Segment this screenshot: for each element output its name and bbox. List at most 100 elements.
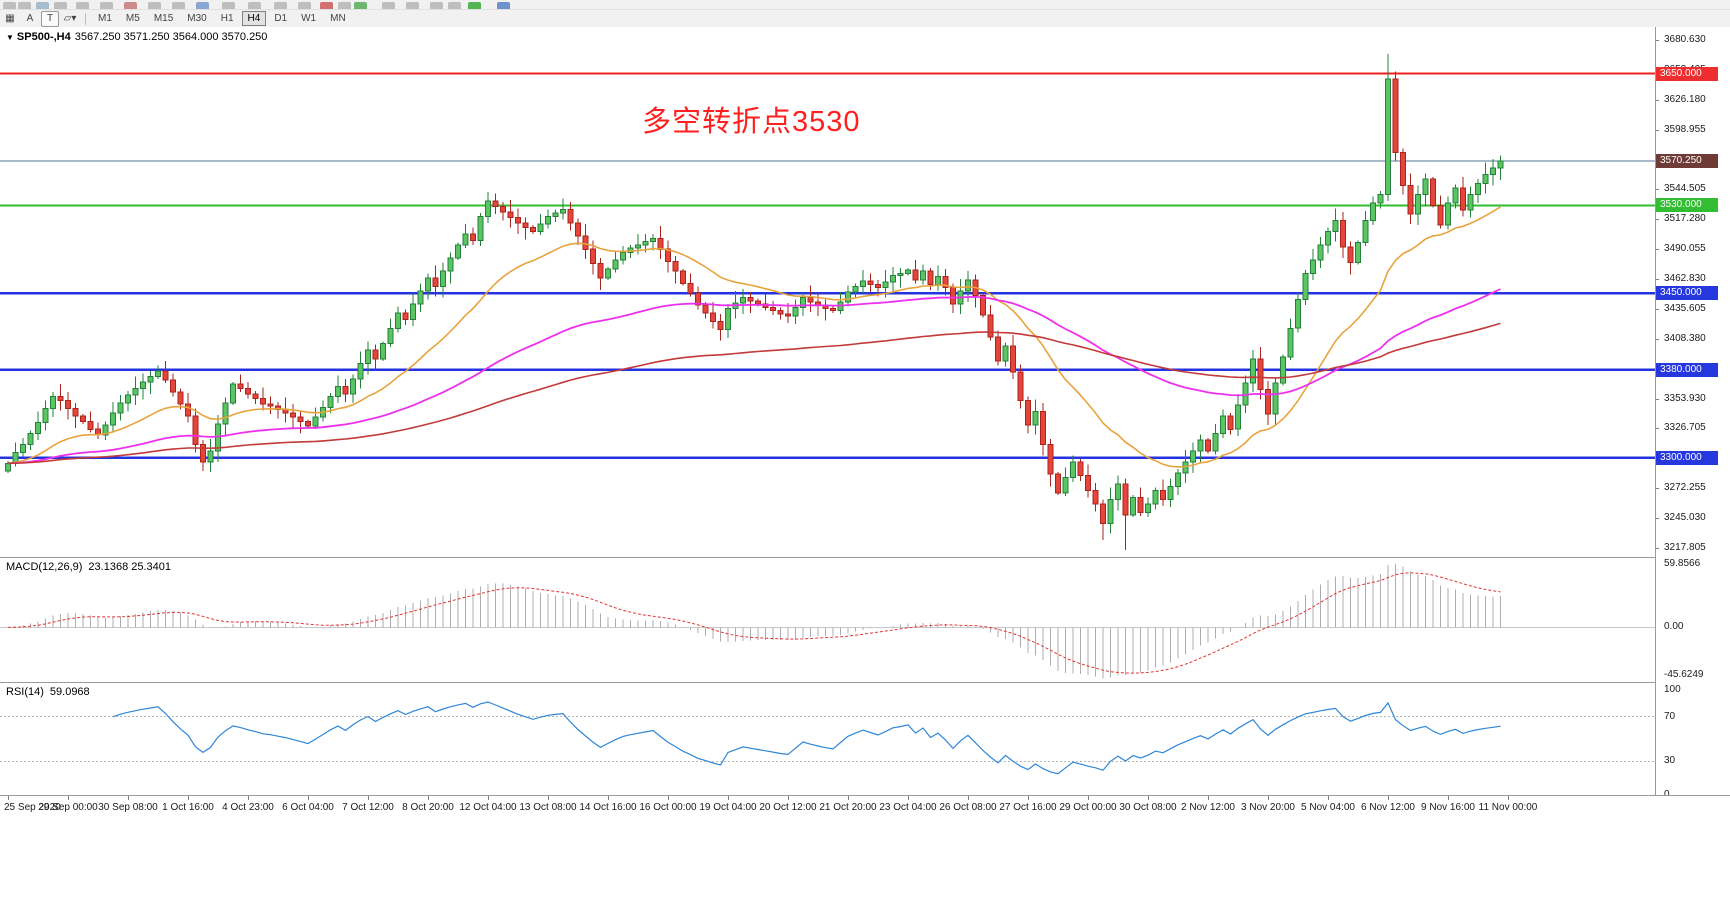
price-axis-label: 3462.830 <box>1664 273 1706 284</box>
timeframe-M30[interactable]: M30 <box>187 13 207 24</box>
clipped-toolbar-icon[interactable] <box>382 2 395 9</box>
panel-separator[interactable] <box>0 557 1730 558</box>
windows-layout-icon[interactable]: ▦ <box>5 13 15 24</box>
price-axis-tick <box>1656 100 1659 101</box>
candles <box>5 53 1504 550</box>
price-axis-label: 3490.055 <box>1664 243 1706 254</box>
clipped-toolbar-icon[interactable] <box>3 2 16 9</box>
timeframe-H4[interactable]: H4 <box>241 11 267 26</box>
time-axis-label: 30 Oct 08:00 <box>1119 802 1177 813</box>
price-axis-tick <box>1656 279 1659 280</box>
clipped-toolbar-icon[interactable] <box>54 2 67 9</box>
price-axis-tick <box>1656 219 1659 220</box>
clipped-toolbar-icon[interactable] <box>248 2 261 9</box>
moving-averages <box>7 206 1501 468</box>
time-axis-tick <box>728 796 729 800</box>
timeframe-H1[interactable]: H1 <box>220 13 234 24</box>
rsi-canvas[interactable] <box>0 683 1655 795</box>
clipped-toolbar-icon[interactable] <box>406 2 419 9</box>
time-axis-label: 25 Sep 2020 <box>4 802 61 813</box>
ma-slow-line <box>7 322 1501 465</box>
clipped-toolbar-icon[interactable] <box>448 2 461 9</box>
shapes-tool-button[interactable]: ▱ ▾ <box>61 11 79 27</box>
price-axis-tick <box>1656 249 1659 250</box>
time-axis-tick <box>968 796 969 800</box>
price-line-box: 3380.000 <box>1656 363 1718 377</box>
time-axis-tick <box>8 796 9 800</box>
collapse-icon[interactable]: ▼ <box>6 33 14 42</box>
time-axis-tick <box>608 796 609 800</box>
clipped-toolbar-icon[interactable] <box>430 2 443 9</box>
time-axis-label: 20 Oct 12:00 <box>759 802 817 813</box>
clipped-toolbar-icon[interactable] <box>338 2 351 9</box>
chart-header: ▼ SP500-,H4 3567.250 3571.250 3564.000 357… <box>6 31 267 43</box>
time-axis-tick <box>368 796 369 800</box>
rsi-value: 59.0968 <box>49 686 90 698</box>
timeframe-MN[interactable]: MN <box>330 13 346 24</box>
clipped-toolbar-icon[interactable] <box>148 2 161 9</box>
main-chart-canvas[interactable] <box>0 27 1655 557</box>
time-axis-label: 2 Nov 12:00 <box>1181 802 1235 813</box>
clipped-toolbar-icon[interactable] <box>124 2 137 9</box>
time-axis-tick <box>68 796 69 800</box>
clipped-toolbar-icon[interactable] <box>222 2 235 9</box>
clipped-toolbar-icon[interactable] <box>196 2 209 9</box>
time-axis-tick <box>488 796 489 800</box>
clipped-toolbar-icon[interactable] <box>100 2 113 9</box>
price-line-box: 3450.000 <box>1656 286 1718 300</box>
timeframe-D1[interactable]: D1 <box>274 13 288 24</box>
macd-signal-line <box>7 572 1501 674</box>
timeframe-M15[interactable]: M15 <box>153 13 174 24</box>
time-axis-tick <box>548 796 549 800</box>
cursor-tool-button[interactable]: A <box>26 13 34 24</box>
clipped-toolbar-icon[interactable] <box>76 2 89 9</box>
time-axis-label: 13 Oct 08:00 <box>519 802 577 813</box>
price-line-box: 3650.000 <box>1656 67 1718 81</box>
text-tool-button[interactable]: T <box>41 10 59 27</box>
price-axis-tick <box>1656 189 1659 190</box>
rsi-axis-label: 70 <box>1664 711 1676 722</box>
clipped-toolbar-icon[interactable] <box>36 2 49 9</box>
price-line-box: 3570.250 <box>1656 154 1718 168</box>
clipped-toolbar-icon[interactable] <box>274 2 287 9</box>
time-axis-tick <box>1388 796 1389 800</box>
time-axis-label: 19 Oct 04:00 <box>699 802 757 813</box>
time-axis-tick <box>908 796 909 800</box>
time-axis-tick <box>188 796 189 800</box>
time-axis-tick <box>1088 796 1089 800</box>
shape-icon: ▱ <box>63 13 72 24</box>
time-axis-tick <box>668 796 669 800</box>
time-axis-tick <box>848 796 849 800</box>
macd-axis-label: 59.8566 <box>1664 558 1701 569</box>
clipped-toolbar-icon[interactable] <box>18 2 31 9</box>
ma-fast-line <box>7 206 1501 468</box>
chart-window[interactable]: ▼ SP500-,H4 3567.250 3571.250 3564.000 357… <box>0 27 1730 897</box>
time-axis-label: 14 Oct 16:00 <box>579 802 637 813</box>
time-axis-tick <box>788 796 789 800</box>
time-axis-label: 26 Oct 08:00 <box>939 802 997 813</box>
timeframe-M5[interactable]: M5 <box>125 13 140 24</box>
clipped-toolbar-icon[interactable] <box>497 2 510 9</box>
clipped-toolbar-icon[interactable] <box>468 2 481 9</box>
time-axis-tick <box>1508 796 1509 800</box>
time-axis-label: 8 Oct 20:00 <box>402 802 454 813</box>
symbol-label: SP500-,H4 <box>16 31 71 43</box>
timeframe-M1[interactable]: M1 <box>98 13 112 24</box>
time-axis-tick <box>1148 796 1149 800</box>
clipped-toolbar-icon[interactable] <box>172 2 185 9</box>
rsi-axis-label: 0 <box>1664 789 1670 800</box>
price-axis-label: 3272.255 <box>1664 482 1706 493</box>
time-axis-tick <box>1028 796 1029 800</box>
price-axis-tick <box>1656 488 1659 489</box>
clipped-toolbar-icon[interactable] <box>298 2 311 9</box>
panel-separator[interactable] <box>0 682 1730 683</box>
clipped-top-toolbar <box>0 0 1730 10</box>
clipped-toolbar-icon[interactable] <box>320 2 333 9</box>
horizontal-lines <box>0 72 1655 460</box>
price-axis-tick <box>1656 548 1659 549</box>
clipped-toolbar-icon[interactable] <box>354 2 367 9</box>
time-axis-label: 27 Oct 16:00 <box>999 802 1057 813</box>
timeframe-toolbar: M1 M5 M15 M30 H1 H4 D1 W1 MN <box>91 11 353 26</box>
macd-canvas[interactable] <box>0 558 1655 682</box>
timeframe-W1[interactable]: W1 <box>301 13 317 24</box>
